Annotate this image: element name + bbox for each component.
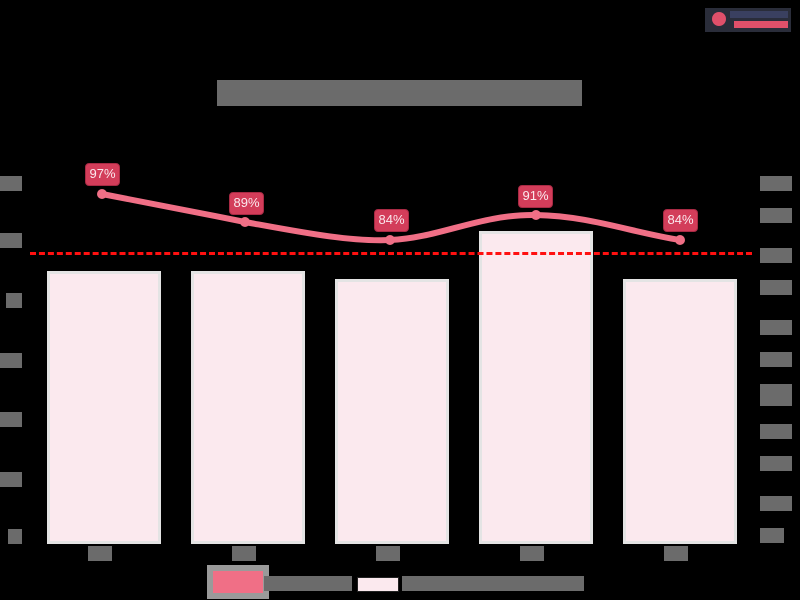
legend-bar-swatch[interactable] <box>357 577 399 592</box>
right-axis-tick: 800 <box>760 248 792 263</box>
bar-2019 <box>47 271 161 544</box>
data-label: 97% <box>85 163 120 186</box>
line-point <box>675 235 685 245</box>
legend-line-swatch[interactable] <box>207 565 269 599</box>
x-axis-tick: 2020 <box>232 546 256 561</box>
target-reference-line <box>30 252 752 255</box>
right-axis-tick: 300 <box>760 424 792 439</box>
right-axis-tick: 500 <box>760 352 792 367</box>
x-axis-tick: 2019 <box>88 546 112 561</box>
bar-2022 <box>479 231 593 544</box>
right-axis-tick: 600 <box>760 320 792 335</box>
bar-2021 <box>335 279 449 544</box>
right-axis-tick: 400 <box>760 384 792 406</box>
bar-2023 <box>623 279 737 544</box>
data-label: 84% <box>374 209 409 232</box>
left-axis-tick: 17% <box>0 472 22 487</box>
data-label: 91% <box>518 185 553 208</box>
line-point <box>385 235 395 245</box>
legend-line-label[interactable]: Retention rate <box>264 576 352 591</box>
right-axis-tick: 900 <box>760 208 792 223</box>
brand-logo-icon <box>712 12 726 26</box>
line-point <box>97 189 107 199</box>
line-point <box>240 217 250 227</box>
data-label: 84% <box>663 209 698 232</box>
x-axis-tick: 2023 <box>664 546 688 561</box>
bar-2020 <box>191 271 305 544</box>
logo-text-bottom: Explorer <box>734 21 788 28</box>
left-axis-tick: 67% <box>6 293 22 308</box>
left-axis-tick: 33% <box>0 412 22 427</box>
left-axis-tick: 50% <box>0 353 22 368</box>
right-axis-tick: 200 <box>760 456 792 471</box>
chart-title: Retention Rate vs Active Users by Year <box>217 80 582 106</box>
right-axis-tick: 0 <box>760 528 784 543</box>
left-axis-tick: 83% <box>0 233 22 248</box>
legend-bar-label[interactable]: Active users (right axis, count) <box>402 576 584 591</box>
left-axis-tick: 100% <box>0 176 22 191</box>
logo-text-top: Logo <box>730 11 788 18</box>
line-point <box>531 210 541 220</box>
right-axis-tick: 1000 <box>760 176 792 191</box>
x-axis-tick: 2022 <box>520 546 544 561</box>
x-axis-tick: 2021 <box>376 546 400 561</box>
data-label: 89% <box>229 192 264 215</box>
right-axis-tick: 100 <box>760 496 792 511</box>
right-axis-tick: 700 <box>760 280 792 295</box>
left-axis-tick: 0% <box>8 529 22 544</box>
